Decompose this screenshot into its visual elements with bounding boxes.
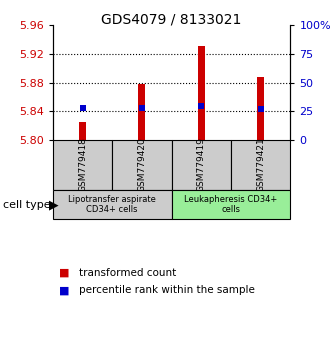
Bar <box>231 140 290 190</box>
Bar <box>112 140 172 190</box>
Bar <box>257 78 264 140</box>
Bar <box>172 140 231 190</box>
Bar <box>198 46 205 140</box>
Text: transformed count: transformed count <box>79 268 177 278</box>
Text: ■: ■ <box>59 285 73 295</box>
Text: ■: ■ <box>59 268 73 278</box>
Text: cell type: cell type <box>3 200 51 210</box>
Text: GSM779419: GSM779419 <box>197 138 206 193</box>
Text: Leukapheresis CD34+
cells: Leukapheresis CD34+ cells <box>184 195 278 214</box>
Text: GSM779420: GSM779420 <box>137 138 147 193</box>
Bar <box>53 140 112 190</box>
Text: GDS4079 / 8133021: GDS4079 / 8133021 <box>101 12 242 27</box>
Text: ▶: ▶ <box>49 198 58 211</box>
Bar <box>53 190 172 219</box>
Bar <box>172 190 290 219</box>
Text: GSM779421: GSM779421 <box>256 138 265 193</box>
Text: Lipotransfer aspirate
CD34+ cells: Lipotransfer aspirate CD34+ cells <box>68 195 156 214</box>
Bar <box>79 122 86 140</box>
Bar <box>138 84 146 140</box>
Text: GSM779418: GSM779418 <box>78 138 87 193</box>
Text: percentile rank within the sample: percentile rank within the sample <box>79 285 255 295</box>
